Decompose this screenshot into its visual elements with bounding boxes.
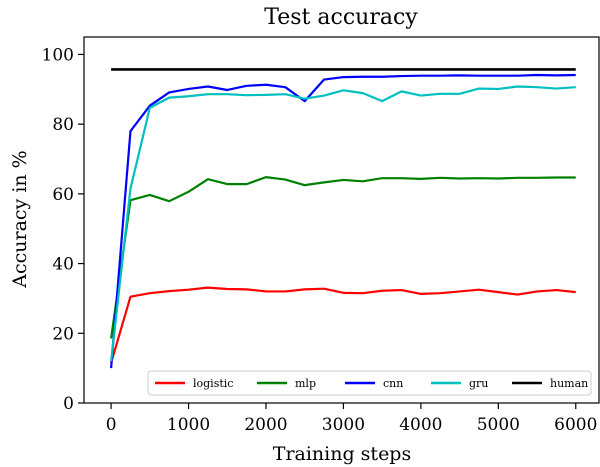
x-tick-label: 4000 <box>399 415 442 435</box>
y-tick-label: 60 <box>52 185 74 205</box>
axes: 0 1000 2000 3000 4000 5000 6000 0 20 40 60 80 100 <box>42 45 598 435</box>
legend-label-human: human <box>550 377 588 390</box>
x-tick-label: 1000 <box>167 415 210 435</box>
x-tick-label: 0 <box>106 415 117 435</box>
y-axis-label: Accuracy in % <box>9 150 31 288</box>
y-tick-label: 0 <box>63 394 74 414</box>
legend-label-mlp: mlp <box>295 377 316 390</box>
chart-title: Test accuracy <box>264 5 418 30</box>
series-line-logistic <box>110 286 576 364</box>
legend-label-gru: gru <box>469 377 488 390</box>
legend: logistic mlp cnn gru human <box>147 370 592 396</box>
series-lines <box>110 68 576 369</box>
series-line-cnn <box>110 73 576 369</box>
series-line-mlp <box>110 176 576 339</box>
plot-area <box>83 36 600 404</box>
plot-frame <box>83 36 600 404</box>
x-axis-label: Training steps <box>273 443 411 465</box>
legend-label-logistic: logistic <box>193 377 233 390</box>
x-tick-label: 2000 <box>244 415 287 435</box>
x-tick-label: 5000 <box>477 415 520 435</box>
y-tick-label: 20 <box>52 324 74 344</box>
series-line-gru <box>110 85 576 362</box>
y-tick-label: 100 <box>42 45 74 65</box>
x-tick-label: 6000 <box>554 415 597 435</box>
x-tick-label: 3000 <box>322 415 365 435</box>
y-tick-label: 40 <box>52 255 74 275</box>
legend-label-cnn: cnn <box>383 377 403 390</box>
y-tick-label: 80 <box>52 115 74 135</box>
